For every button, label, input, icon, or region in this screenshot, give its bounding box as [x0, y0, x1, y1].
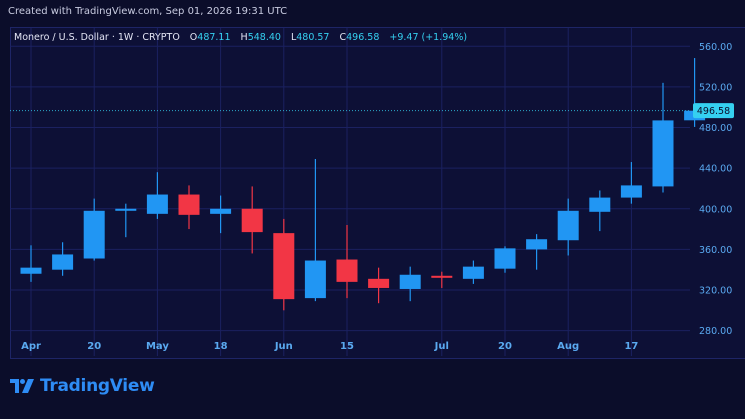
low-label: L — [290, 32, 297, 43]
candle-body — [20, 267, 42, 274]
x-tick-label: Aug — [557, 341, 579, 352]
tradingview-logo-text: TradingView — [40, 376, 155, 396]
tradingview-logo[interactable]: TradingView — [10, 376, 155, 396]
candle-body — [304, 260, 326, 299]
symbol-title: Monero / U.S. Dollar · 1W · CRYPTO — [14, 32, 180, 43]
grid-lines — [10, 28, 690, 356]
y-tick-label: 520.00 — [699, 82, 732, 93]
created-with-text: Created with TradingView.com, Sep 01, 20… — [8, 6, 288, 17]
candle-body — [241, 208, 263, 233]
candle-body — [652, 120, 674, 187]
candle-body — [462, 266, 484, 279]
candle-body — [494, 248, 516, 269]
price-axis: 280.00 320.00 360.00 400.00 440.00 480.00 520.… — [693, 42, 734, 337]
ohlc-legend: Monero / U.S. Dollar · 1W · CRYPTO O487.1… — [14, 32, 467, 43]
candle-body — [210, 208, 232, 214]
candle-body — [620, 185, 642, 198]
x-tick-label: Jul — [434, 341, 449, 352]
close-label: C — [339, 32, 347, 43]
close-value: 496.58 — [346, 32, 380, 43]
y-tick-label: 560.00 — [699, 42, 732, 53]
candle-body — [336, 259, 358, 282]
candle-body — [146, 194, 168, 214]
x-tick-label: 20 — [498, 341, 512, 352]
candles — [20, 58, 706, 311]
x-tick-label: 18 — [214, 341, 228, 352]
y-tick-label: 320.00 — [699, 285, 732, 296]
open-label: O — [189, 32, 198, 43]
candle-body — [368, 278, 390, 288]
candle-body — [273, 233, 295, 300]
x-tick-label: May — [146, 341, 169, 352]
candle-body — [52, 254, 74, 270]
candle-body — [83, 210, 105, 259]
change-value: +9.47 (+1.94%) — [389, 32, 468, 43]
candle-body — [115, 208, 137, 211]
y-tick-label: 280.00 — [699, 326, 732, 337]
high-label: H — [240, 32, 248, 43]
candle-body — [399, 274, 421, 289]
y-tick-label: 440.00 — [699, 164, 732, 175]
x-tick-label: 17 — [624, 341, 638, 352]
tradingview-logo-icon — [10, 379, 34, 393]
open-value: 487.11 — [197, 32, 231, 43]
candle-body — [526, 239, 548, 250]
candle-body — [589, 197, 611, 212]
x-tick-label: Jun — [274, 341, 293, 352]
candle-body — [431, 275, 453, 278]
candle-body — [178, 194, 200, 215]
x-tick-label: 20 — [87, 341, 101, 352]
y-tick-label: 480.00 — [699, 123, 732, 134]
candle-body — [557, 210, 579, 241]
x-tick-label: Apr — [21, 341, 41, 352]
last-price-label: 496.58 — [697, 106, 730, 117]
y-tick-label: 400.00 — [699, 204, 732, 215]
high-value: 548.40 — [247, 32, 281, 43]
x-tick-label: 15 — [340, 341, 354, 352]
y-tick-label: 360.00 — [699, 245, 732, 256]
time-axis: Apr 20 May 18 Jun 15 Jul 20 Aug 17 — [21, 341, 638, 352]
last-price-label-bg — [693, 103, 734, 119]
low-value: 480.57 — [296, 32, 330, 43]
